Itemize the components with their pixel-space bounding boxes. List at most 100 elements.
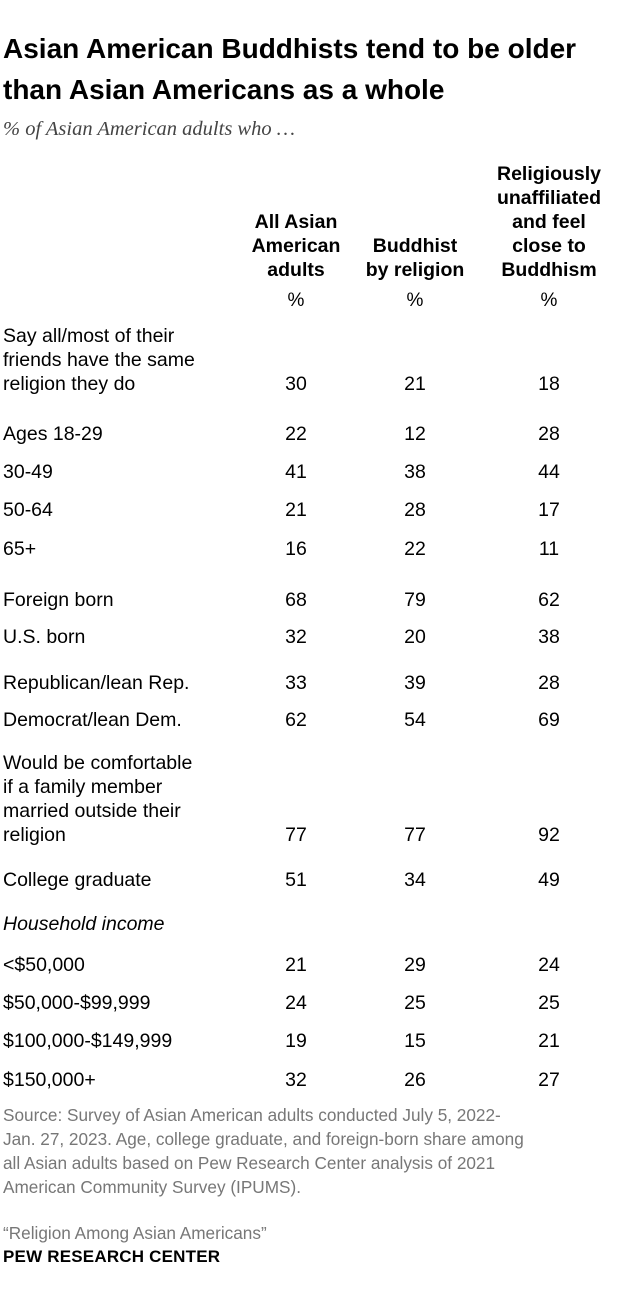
row-label: 65+ [3, 537, 243, 561]
table-cell: 68 [285, 589, 307, 611]
source-line: American Community Survey (IPUMS). [3, 1177, 301, 1197]
table-cell: 39 [404, 672, 426, 694]
column-header-line: close to [512, 235, 586, 257]
table-cell: 20 [404, 626, 426, 648]
unit-label: % [406, 290, 424, 311]
table-cell: 38 [538, 626, 560, 648]
table-cell: 92 [538, 824, 560, 846]
row-label-line: $100,000-$149,999 [3, 1030, 173, 1052]
report-title: “Religion Among Asian Americans” [3, 1223, 267, 1243]
table-cell: 21 [404, 373, 426, 395]
table-cell: 77 [404, 824, 426, 846]
table-cell: 26 [404, 1069, 426, 1091]
table-cell: 29 [404, 954, 426, 976]
table-cell: 54 [404, 709, 426, 731]
source-line: Source: Survey of Asian American adults … [3, 1105, 501, 1125]
row-label: Democrat/lean Dem. [3, 708, 243, 732]
table-cell: 44 [538, 461, 560, 483]
source-line: all Asian adults based on Pew Research C… [3, 1153, 496, 1173]
chart-title: Asian American Buddhists tend to be olde… [3, 33, 577, 105]
row-label: Ages 18-29 [3, 422, 243, 446]
column-header-line: All Asian [254, 211, 338, 233]
row-label-line: <$50,000 [3, 954, 85, 976]
table-cell: 33 [285, 672, 307, 694]
row-label: U.S. born [3, 625, 243, 649]
row-label-line: Foreign born [3, 589, 114, 611]
table-cell: 38 [404, 461, 426, 483]
table-cell: 22 [404, 538, 426, 560]
table-cell: 15 [404, 1030, 426, 1052]
table-cell: 24 [285, 992, 307, 1014]
row-label: College graduate [3, 868, 243, 892]
row-label-line: Democrat/lean Dem. [3, 709, 182, 731]
table-cell: 17 [538, 499, 560, 521]
row-label-line: $50,000-$99,999 [3, 992, 151, 1014]
row-label: Foreign born [3, 588, 243, 612]
column-header-line: Buddhist [372, 235, 458, 257]
row-label-line: Would be comfortable [3, 752, 193, 774]
column-header-line: Buddhism [501, 259, 597, 281]
column-header: Buddhist by religion [355, 234, 475, 282]
section-label-household-income: Household income [3, 913, 165, 935]
table-cell: 25 [404, 992, 426, 1014]
table-cell: 12 [404, 423, 426, 445]
column-header: All Asian American adults [236, 210, 356, 282]
row-label-line: religion [3, 824, 66, 846]
table-cell: 24 [538, 954, 560, 976]
table-cell: 22 [285, 423, 307, 445]
source-note: Source: Survey of Asian American adults … [3, 1103, 615, 1199]
table-cell: 21 [285, 499, 307, 521]
row-label-line: 65+ [3, 538, 37, 560]
pew-research-center-logo: PEW RESEARCH CENTER [3, 1247, 221, 1266]
table-cell: 30 [285, 373, 307, 395]
table-cell: 19 [285, 1030, 307, 1052]
row-label-line: 30-49 [3, 461, 53, 483]
table-cell: 21 [285, 954, 307, 976]
row-label: $150,000+ [3, 1068, 243, 1092]
row-label-line: Say all/most of their [3, 325, 175, 347]
table-cell: 21 [538, 1030, 560, 1052]
column-header-line: adults [267, 259, 325, 281]
table-cell: 16 [285, 538, 307, 560]
table-cell: 27 [538, 1069, 560, 1091]
row-label: $50,000-$99,999 [3, 991, 243, 1015]
column-header-line: by religion [365, 259, 465, 281]
table-cell: 18 [538, 373, 560, 395]
table-cell: 49 [538, 869, 560, 891]
column-header-line: American [251, 235, 341, 257]
table-cell: 69 [538, 709, 560, 731]
row-label-line: married outside their [3, 800, 181, 822]
row-label: Would be comfortable if a family member ma… [3, 751, 243, 847]
row-label-line: $150,000+ [3, 1069, 96, 1091]
chart-subtitle: % of Asian American adults who … [3, 118, 295, 140]
table-cell: 28 [538, 672, 560, 694]
column-header-line: Religiously [496, 163, 602, 185]
column-header: Religiously unaffiliated and feel close to B… [484, 162, 614, 282]
table-cell: 32 [285, 626, 307, 648]
row-label-line: College graduate [3, 869, 152, 891]
table-cell: 41 [285, 461, 307, 483]
column-header-line: unaffiliated [496, 187, 601, 209]
table-cell: 32 [285, 1069, 307, 1091]
table-cell: 28 [404, 499, 426, 521]
row-label-line: Ages 18-29 [3, 423, 103, 445]
row-label-line: religion they do [3, 373, 136, 395]
table-cell: 79 [404, 589, 426, 611]
row-label: Say all/most of their friends have the sa… [3, 324, 243, 396]
table-cell: 28 [538, 423, 560, 445]
row-label: 50-64 [3, 498, 243, 522]
row-label: Republican/lean Rep. [3, 671, 243, 695]
row-label-line: friends have the same [3, 349, 195, 371]
table-cell: 62 [285, 709, 307, 731]
row-label-line: 50-64 [3, 499, 53, 521]
table-cell: 11 [538, 538, 560, 560]
row-label: $100,000-$149,999 [3, 1029, 243, 1053]
row-label-line: U.S. born [3, 626, 86, 648]
column-header-line: and feel [512, 211, 586, 233]
row-label: <$50,000 [3, 953, 243, 977]
unit-label: % [540, 290, 558, 311]
row-label: 30-49 [3, 460, 243, 484]
source-line: Jan. 27, 2023. Age, college graduate, an… [3, 1129, 524, 1149]
table-cell: 25 [538, 992, 560, 1014]
table-cell: 34 [404, 869, 426, 891]
